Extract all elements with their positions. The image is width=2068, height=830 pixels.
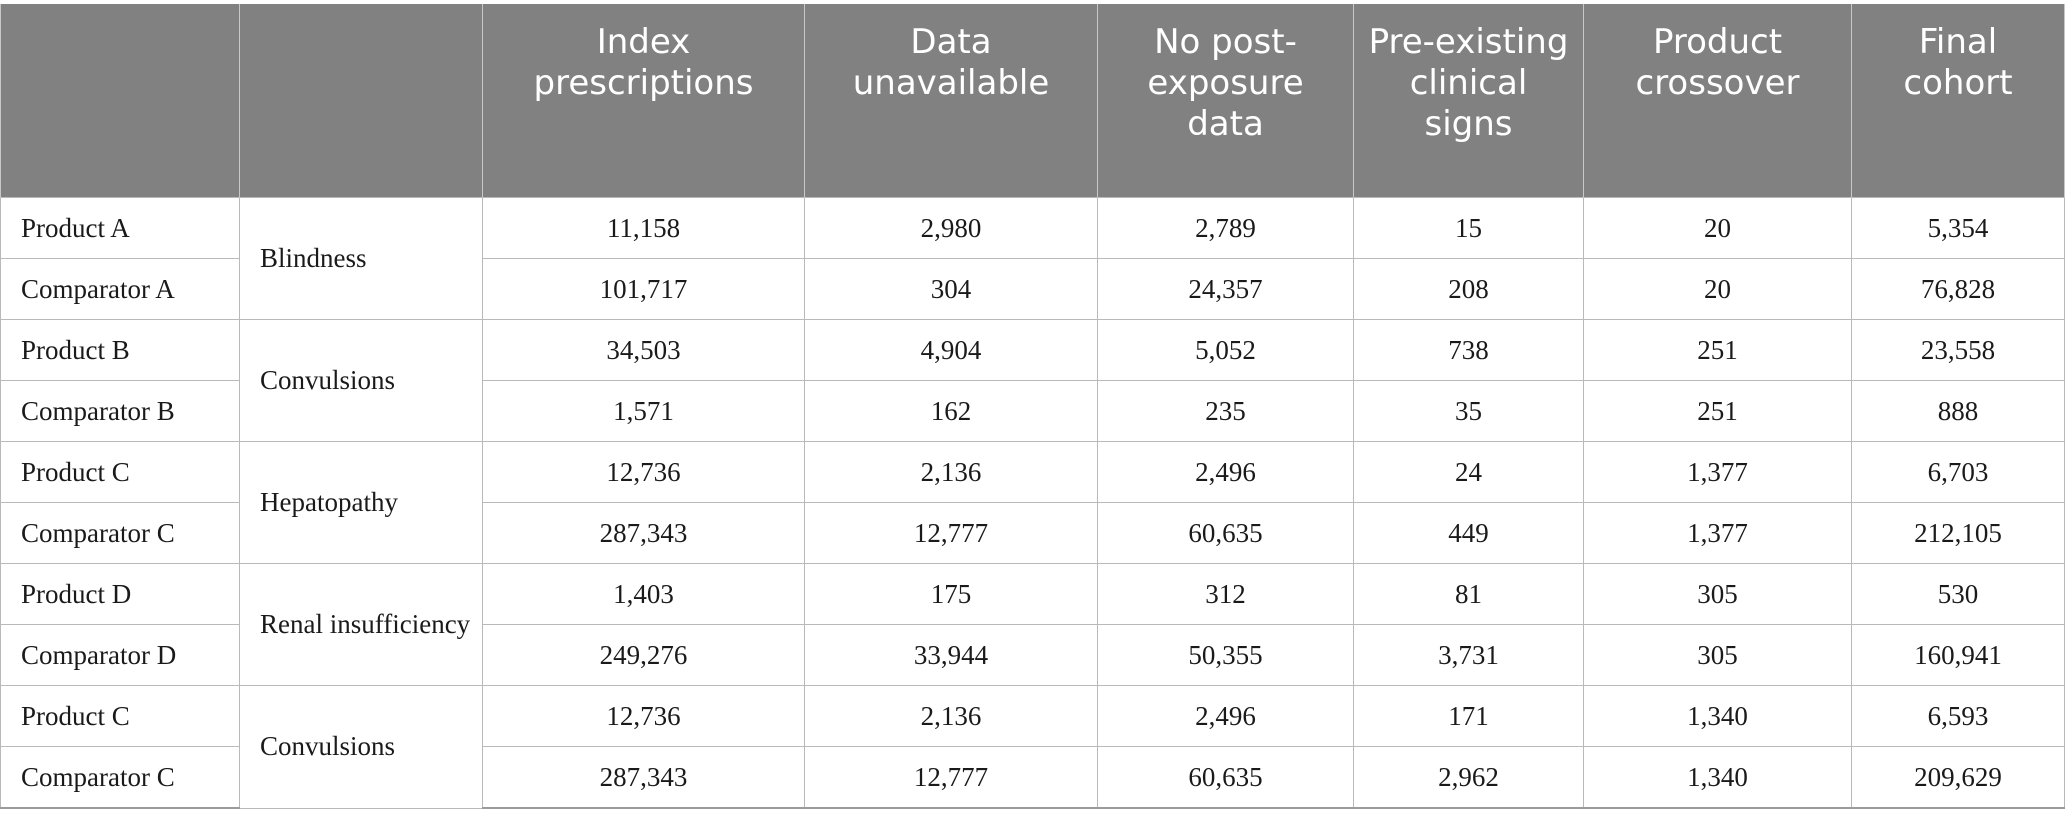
adverse-event-cell: Blindness [239, 197, 483, 320]
value-cell: 249,276 [482, 624, 805, 686]
product-cell: Product B [0, 319, 240, 381]
cohort-table: Index prescriptions Data unavailable No po… [0, 4, 2065, 809]
value-cell: 251 [1583, 380, 1852, 442]
value-cell: 6,593 [1851, 685, 2065, 747]
value-cell: 20 [1583, 258, 1852, 320]
value-cell: 2,136 [804, 685, 1098, 747]
value-cell: 1,403 [482, 563, 805, 625]
value-cell: 287,343 [482, 502, 805, 564]
value-cell: 12,736 [482, 685, 805, 747]
table-row: Product D Renal insufficiency 1,403 175 312 8… [0, 563, 2065, 686]
value-cell: 50,355 [1097, 624, 1354, 686]
value-cell: 287,343 [482, 746, 805, 809]
column-header: Pre-existing clinical signs [1353, 4, 1584, 198]
product-cell: Product C [0, 441, 240, 503]
value-cell: 1,377 [1583, 502, 1852, 564]
table-body: Product A Blindness 11,158 2,980 2,789 15 20 5,… [0, 197, 2065, 809]
value-cell: 12,736 [482, 441, 805, 503]
value-cell: 1,340 [1583, 685, 1852, 747]
value-cell: 15 [1353, 197, 1584, 259]
value-cell: 1,377 [1583, 441, 1852, 503]
table-row: Product B Convulsions 34,503 4,904 5,052 738 2… [0, 319, 2065, 442]
value-cell: 20 [1583, 197, 1852, 259]
value-cell: 312 [1097, 563, 1354, 625]
column-header: Index prescriptions [482, 4, 805, 198]
product-cell: Product A [0, 197, 240, 259]
value-cell: 175 [804, 563, 1098, 625]
value-cell: 24 [1353, 441, 1584, 503]
value-cell: 12,777 [804, 502, 1098, 564]
table-row: Comparator B 1,571 162 235 35 251 888 [0, 380, 2065, 442]
value-cell: 5,354 [1851, 197, 2065, 259]
value-cell: 162 [804, 380, 1098, 442]
column-header-blank [239, 4, 483, 198]
table-row: Product A Blindness 11,158 2,980 2,789 15 20 5,… [0, 197, 2065, 320]
product-cell: Comparator D [0, 624, 240, 686]
column-header: Product crossover [1583, 4, 1852, 198]
value-cell: 2,789 [1097, 197, 1354, 259]
product-cell: Comparator C [0, 746, 240, 809]
column-header: Final cohort [1851, 4, 2065, 198]
value-cell: 2,962 [1353, 746, 1584, 809]
value-cell: 24,357 [1097, 258, 1354, 320]
value-cell: 33,944 [804, 624, 1098, 686]
column-header: No post-exposure data [1097, 4, 1354, 198]
value-cell: 888 [1851, 380, 2065, 442]
product-cell: Product C [0, 685, 240, 747]
table-container: Index prescriptions Data unavailable No po… [0, 4, 2065, 809]
value-cell: 738 [1353, 319, 1584, 381]
table-row: Comparator C 287,343 12,777 60,635 2,962 1,34… [0, 746, 2065, 809]
value-cell: 304 [804, 258, 1098, 320]
adverse-event-cell: Convulsions [239, 319, 483, 442]
value-cell: 101,717 [482, 258, 805, 320]
value-cell: 6,703 [1851, 441, 2065, 503]
product-cell: Comparator A [0, 258, 240, 320]
value-cell: 171 [1353, 685, 1584, 747]
column-header-blank [0, 4, 240, 198]
table-row: Comparator D 249,276 33,944 50,355 3,731 305 1… [0, 624, 2065, 686]
header-row: Index prescriptions Data unavailable No po… [0, 4, 2065, 198]
table-row: Comparator C 287,343 12,777 60,635 449 1,377 2… [0, 502, 2065, 564]
product-cell: Product D [0, 563, 240, 625]
product-cell: Comparator B [0, 380, 240, 442]
value-cell: 60,635 [1097, 746, 1354, 809]
adverse-event-cell: Renal insufficiency [239, 563, 483, 686]
value-cell: 305 [1583, 563, 1852, 625]
value-cell: 160,941 [1851, 624, 2065, 686]
value-cell: 12,777 [804, 746, 1098, 809]
value-cell: 2,496 [1097, 441, 1354, 503]
table-row: Product C Convulsions 12,736 2,136 2,496 171 1… [0, 685, 2065, 809]
value-cell: 2,980 [804, 197, 1098, 259]
value-cell: 209,629 [1851, 746, 2065, 809]
value-cell: 235 [1097, 380, 1354, 442]
value-cell: 23,558 [1851, 319, 2065, 381]
value-cell: 305 [1583, 624, 1852, 686]
value-cell: 2,136 [804, 441, 1098, 503]
value-cell: 35 [1353, 380, 1584, 442]
value-cell: 1,340 [1583, 746, 1852, 809]
value-cell: 3,731 [1353, 624, 1584, 686]
adverse-event-cell: Hepatopathy [239, 441, 483, 564]
value-cell: 34,503 [482, 319, 805, 381]
table-row: Product C Hepatopathy 12,736 2,136 2,496 24 1,… [0, 441, 2065, 564]
value-cell: 208 [1353, 258, 1584, 320]
value-cell: 4,904 [804, 319, 1098, 381]
value-cell: 5,052 [1097, 319, 1354, 381]
value-cell: 76,828 [1851, 258, 2065, 320]
value-cell: 81 [1353, 563, 1584, 625]
value-cell: 449 [1353, 502, 1584, 564]
value-cell: 212,105 [1851, 502, 2065, 564]
value-cell: 251 [1583, 319, 1852, 381]
adverse-event-cell: Convulsions [239, 685, 483, 809]
product-cell: Comparator C [0, 502, 240, 564]
value-cell: 11,158 [482, 197, 805, 259]
column-header: Data unavailable [804, 4, 1098, 198]
value-cell: 1,571 [482, 380, 805, 442]
value-cell: 60,635 [1097, 502, 1354, 564]
value-cell: 2,496 [1097, 685, 1354, 747]
value-cell: 530 [1851, 563, 2065, 625]
